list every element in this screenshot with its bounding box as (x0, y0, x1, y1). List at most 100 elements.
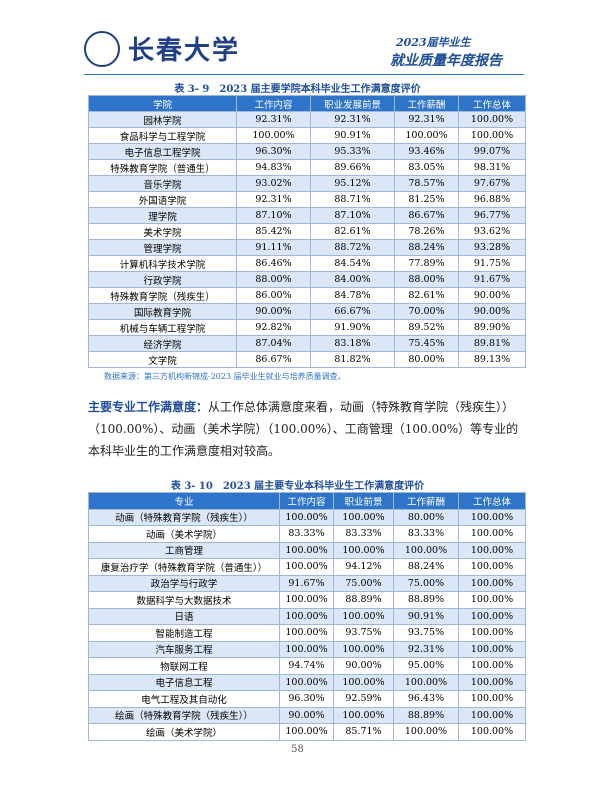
cell: 92.31% (236, 111, 311, 128)
cell: 91.75% (458, 255, 526, 272)
cell: 音乐学院 (88, 175, 237, 192)
cell: 100.00% (333, 673, 394, 691)
column-header: 学院 (88, 95, 237, 112)
table-row: 动画（美术学院） 83.33% 83.33% 83.33% 100.00% (88, 525, 526, 543)
cell: 82.61% (394, 287, 459, 304)
cell: 87.04% (236, 335, 311, 352)
column-header: 工作薪酬 (393, 492, 459, 510)
cell: 100.00% (279, 508, 334, 526)
cell: 89.52% (394, 319, 459, 336)
column-header: 工作总体 (458, 492, 526, 510)
paragraph: 主要专业工作满意度：从工作总体满意度来看，动画（特殊教育学院（残疾生））（100… (88, 396, 525, 462)
cell: 动画（美术学院） (88, 525, 280, 543)
banner-title: 就业质量年度报告 (390, 53, 502, 69)
cell: 计算机科学技术学院 (88, 255, 237, 272)
cell: 90.00% (236, 303, 311, 320)
cell: 77.89% (394, 255, 459, 272)
cell: 100.00% (279, 558, 334, 576)
cell: 绘画（美术学院） (88, 723, 280, 741)
table-row: 政治学与行政学 91.67% 75.00% 75.00% 100.00% (88, 574, 526, 592)
cell: 96.30% (236, 143, 311, 160)
cell: 81.25% (394, 191, 459, 208)
cell: 75.00% (333, 574, 394, 592)
cell: 75.00% (393, 574, 459, 592)
cell: 91.67% (279, 574, 334, 592)
cell: 智能制造工程 (88, 624, 280, 642)
cell: 100.00% (458, 640, 526, 658)
cell: 86.46% (236, 255, 311, 272)
cell: 93.75% (333, 624, 394, 642)
cell: 84.00% (310, 271, 395, 288)
cell: 91.67% (458, 271, 526, 288)
header-row: 专业 工作内容 职业前景 工作薪酬 工作总体 (88, 492, 526, 510)
cell: 100.00% (279, 541, 334, 559)
cell: 88.72% (310, 239, 395, 256)
table-row: 动画（特殊教育学院（残疾生）） 100.00% 100.00% 80.00% 100.0… (88, 508, 526, 526)
cell: 100.00% (458, 591, 526, 609)
logo-seal (84, 30, 120, 67)
table-row: 数据科学与大数据技术 100.00% 88.89% 88.89% 100.00% (88, 591, 526, 609)
table-row: 美术学院 85.42% 82.61% 78.26% 93.62% (88, 223, 526, 240)
logo: 长春大学 (84, 30, 240, 67)
column-header: 职业前景 (333, 492, 394, 510)
banner-year: 2023届毕业生 (396, 36, 471, 49)
cell: 100.00% (458, 574, 526, 592)
cell: 汽车服务工程 (88, 640, 280, 658)
rule (84, 74, 524, 75)
column-header: 工作内容 (236, 95, 311, 112)
table-row: 食品科学与工程学院 100.00% 90.91% 100.00% 100.00% (88, 127, 526, 144)
cell: 86.67% (236, 351, 311, 368)
cell: 92.59% (333, 690, 394, 708)
cell: 88.00% (236, 271, 311, 288)
table-row: 特殊教育学院（残疾生） 86.00% 84.78% 82.61% 90.00% (88, 287, 526, 304)
cell: 电气工程及其自动化 (88, 690, 280, 708)
cell: 100.00% (333, 706, 394, 724)
cell: 90.00% (458, 303, 526, 320)
cell: 92.31% (393, 640, 459, 658)
table-row: 汽车服务工程 100.00% 100.00% 92.31% 100.00% (88, 640, 526, 658)
cell: 92.31% (236, 191, 311, 208)
logo-text: 长春大学 (128, 36, 241, 66)
cell: 100.00% (458, 706, 526, 724)
cell: 80.00% (393, 508, 459, 526)
table-row: 康复治疗学（特殊教育学院（普通生）） 100.00% 94.12% 88.24% 100… (88, 558, 526, 576)
cell: 机械与车辆工程学院 (88, 319, 237, 336)
cell: 100.00% (333, 541, 394, 559)
cell: 电子信息工程学院 (88, 143, 237, 160)
cell: 100.00% (458, 558, 526, 576)
cell: 99.07% (458, 143, 526, 160)
cell: 91.11% (236, 239, 311, 256)
cell: 100.00% (458, 607, 526, 625)
cell: 绘画（特殊教育学院（残疾生）） (88, 706, 280, 724)
cell: 96.77% (458, 207, 526, 224)
cell: 94.12% (333, 558, 394, 576)
cell: 75.45% (394, 335, 459, 352)
cell: 88.89% (333, 591, 394, 609)
cell: 93.75% (393, 624, 459, 642)
table: 专业 工作内容 职业前景 工作薪酬 工作总体 动画（特殊教育学院（残疾生）） 100.00%… (88, 492, 526, 741)
banner: 2023届毕业生就业质量年度报告 (390, 34, 514, 70)
cell: 特殊教育学院（残疾生） (88, 287, 237, 304)
cell: 90.00% (333, 657, 394, 675)
table-row: 机械与车辆工程学院 92.82% 91.90% 89.52% 89.90% (88, 319, 526, 336)
cell: 87.10% (310, 207, 395, 224)
column-header: 工作总体 (458, 95, 526, 112)
cell: 100.00% (458, 111, 526, 128)
cell: 动画（特殊教育学院（残疾生）） (88, 508, 280, 526)
cell: 92.82% (236, 319, 311, 336)
cell: 96.30% (279, 690, 334, 708)
table-row: 日语 100.00% 100.00% 90.91% 100.00% (88, 607, 526, 625)
cell: 100.00% (394, 127, 459, 144)
cell: 78.57% (394, 175, 459, 192)
cell: 物联网工程 (88, 657, 280, 675)
cell: 86.00% (236, 287, 311, 304)
cell: 93.28% (458, 239, 526, 256)
cell: 园林学院 (88, 111, 237, 128)
cell: 96.43% (393, 690, 459, 708)
cell: 85.42% (236, 223, 311, 240)
cell: 理学院 (88, 207, 237, 224)
table-row: 物联网工程 94.74% 90.00% 95.00% 100.00% (88, 657, 526, 675)
cell: 89.66% (310, 159, 395, 176)
cell: 100.00% (333, 640, 394, 658)
cell: 100.00% (279, 607, 334, 625)
